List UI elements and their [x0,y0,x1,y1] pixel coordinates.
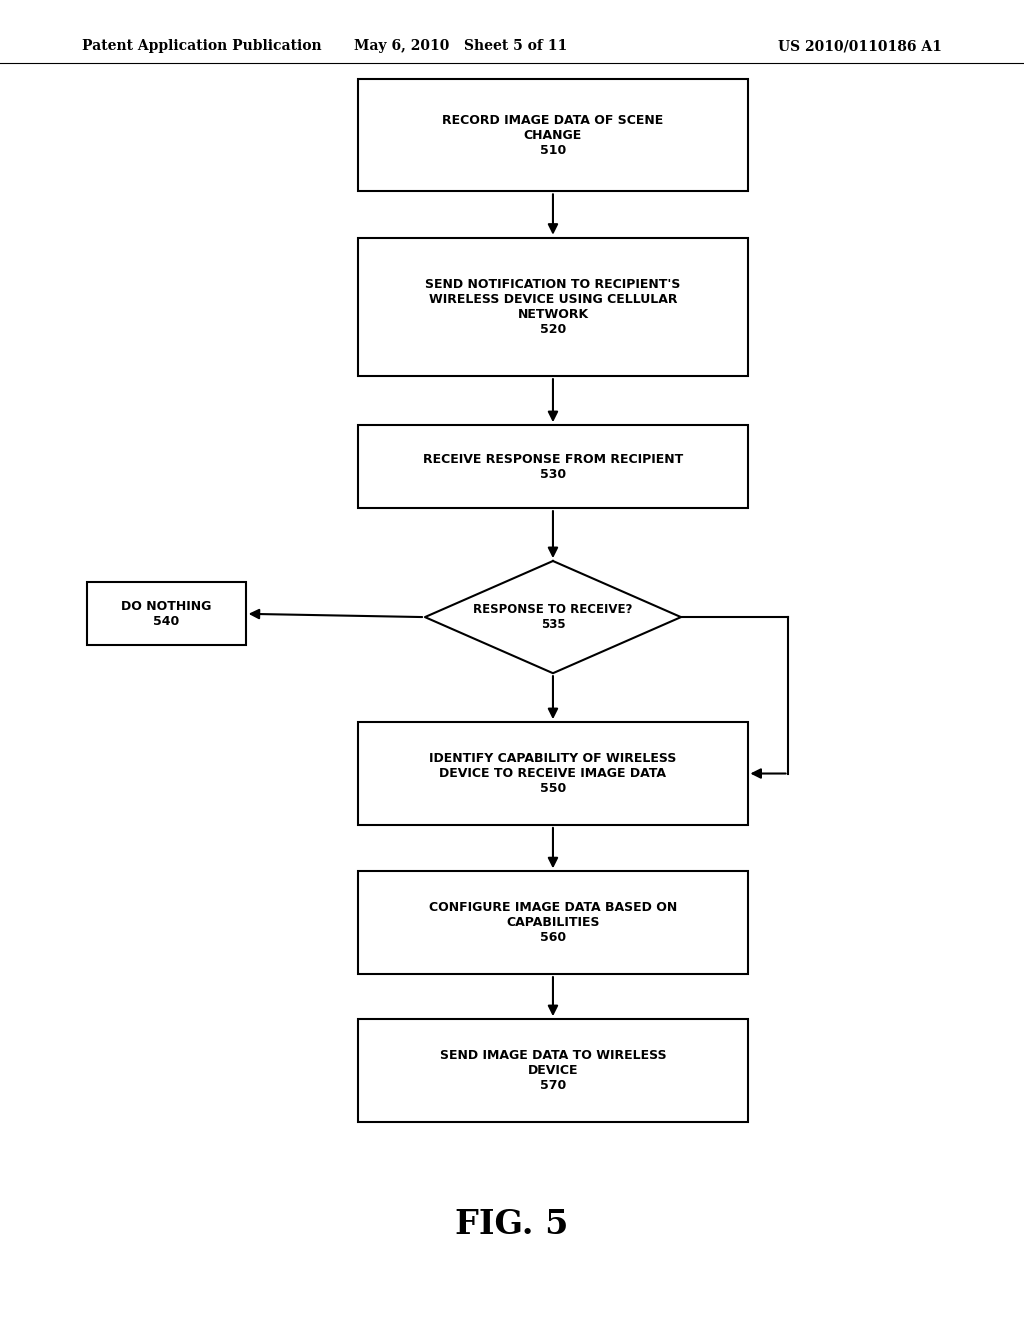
Text: RECEIVE RESPONSE FROM RECIPIENT
530: RECEIVE RESPONSE FROM RECIPIENT 530 [423,453,683,480]
Text: SEND IMAGE DATA TO WIRELESS
DEVICE
570: SEND IMAGE DATA TO WIRELESS DEVICE 570 [439,1049,667,1092]
FancyBboxPatch shape [358,238,748,376]
Polygon shape [425,561,681,673]
Text: RESPONSE TO RECEIVE?
535: RESPONSE TO RECEIVE? 535 [473,603,633,631]
FancyBboxPatch shape [358,722,748,825]
Text: May 6, 2010   Sheet 5 of 11: May 6, 2010 Sheet 5 of 11 [354,40,567,53]
Text: IDENTIFY CAPABILITY OF WIRELESS
DEVICE TO RECEIVE IMAGE DATA
550: IDENTIFY CAPABILITY OF WIRELESS DEVICE T… [429,752,677,795]
FancyBboxPatch shape [87,582,246,645]
Text: RECORD IMAGE DATA OF SCENE
CHANGE
510: RECORD IMAGE DATA OF SCENE CHANGE 510 [442,114,664,157]
Text: FIG. 5: FIG. 5 [456,1209,568,1241]
FancyBboxPatch shape [358,425,748,508]
Text: SEND NOTIFICATION TO RECIPIENT'S
WIRELESS DEVICE USING CELLULAR
NETWORK
520: SEND NOTIFICATION TO RECIPIENT'S WIRELES… [425,279,681,335]
Text: CONFIGURE IMAGE DATA BASED ON
CAPABILITIES
560: CONFIGURE IMAGE DATA BASED ON CAPABILITI… [429,902,677,944]
Text: DO NOTHING
540: DO NOTHING 540 [121,599,212,628]
Text: Patent Application Publication: Patent Application Publication [82,40,322,53]
FancyBboxPatch shape [358,79,748,191]
FancyBboxPatch shape [358,871,748,974]
FancyBboxPatch shape [358,1019,748,1122]
Text: US 2010/0110186 A1: US 2010/0110186 A1 [778,40,942,53]
